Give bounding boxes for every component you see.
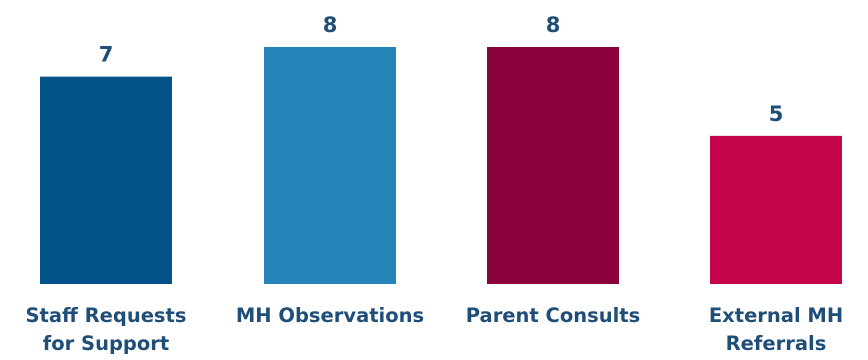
- value-label-3: 8: [546, 13, 561, 37]
- category-label-4: External MH Referrals: [709, 304, 843, 355]
- category-label-3: Parent Consults: [466, 304, 640, 327]
- category-label-1: Staff Requests for Support: [26, 304, 187, 355]
- value-label-1: 7: [99, 43, 114, 67]
- bar-2: [264, 47, 396, 284]
- category-label-2: MH Observations: [236, 304, 424, 327]
- value-label-2: 8: [323, 13, 338, 37]
- value-label-4: 5: [769, 102, 784, 126]
- bar-4: [710, 135, 842, 284]
- bar-3: [487, 47, 619, 284]
- bar-1: [40, 76, 172, 284]
